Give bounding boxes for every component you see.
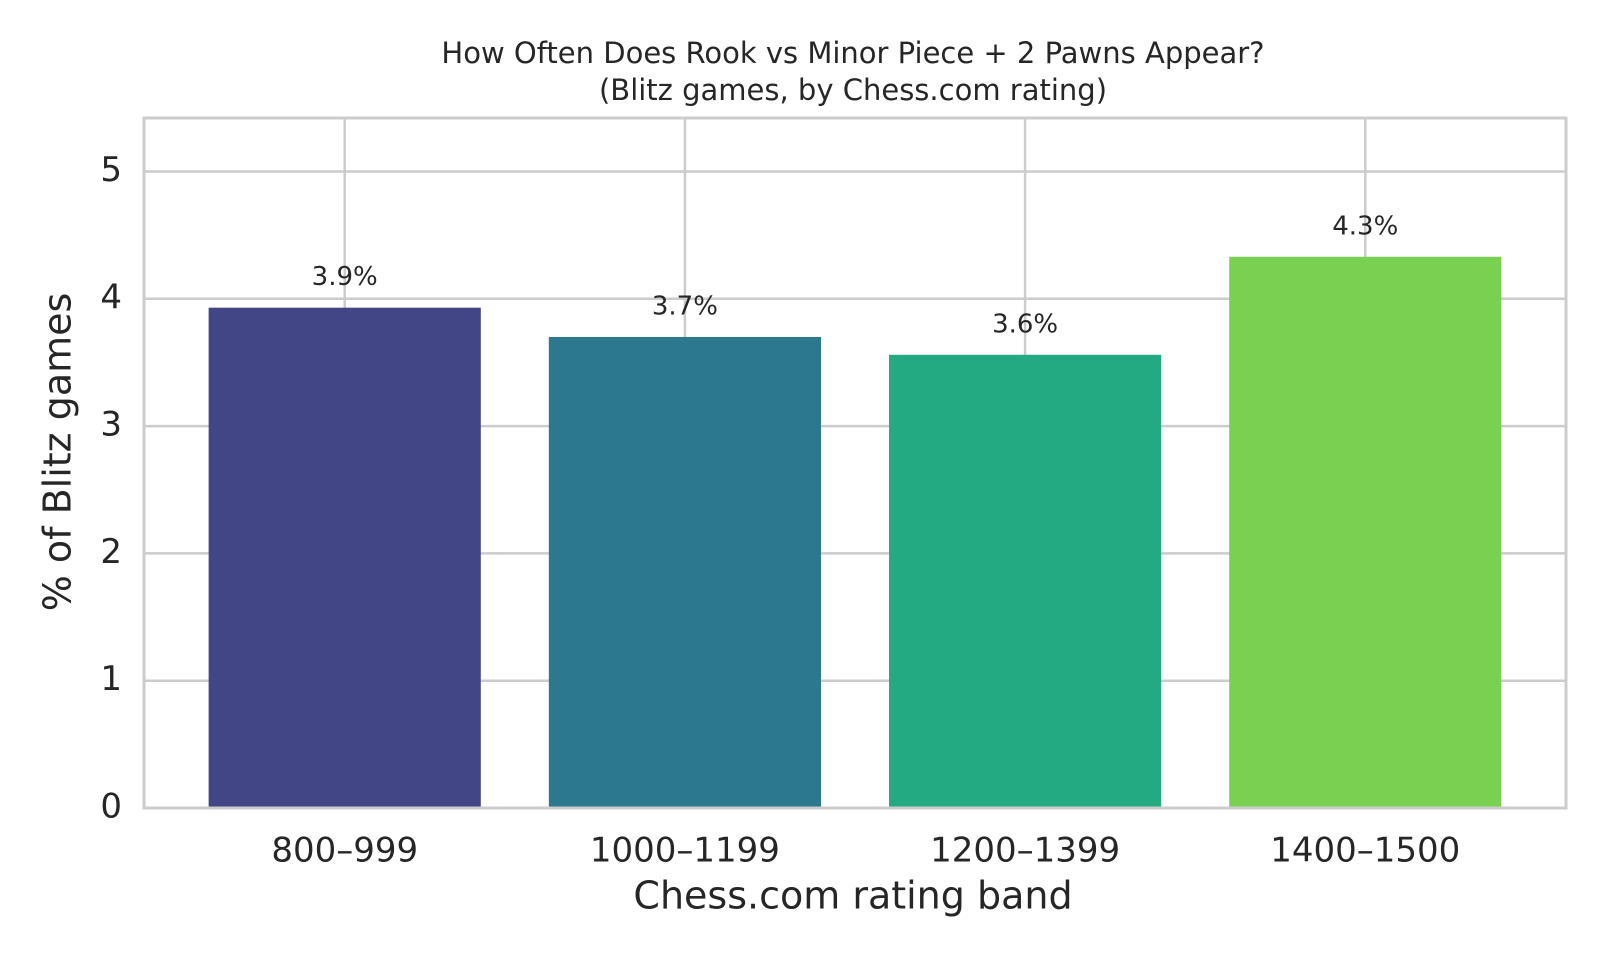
y-tick-label: 3 — [100, 405, 122, 445]
bar — [208, 307, 481, 808]
y-tick-label: 5 — [100, 150, 122, 190]
value-label: 3.6% — [992, 309, 1058, 339]
x-tick-label: 1000–1199 — [590, 831, 780, 871]
x-tick-label: 800–999 — [271, 831, 418, 871]
chart-title: How Often Does Rook vs Minor Piece + 2 P… — [441, 36, 1264, 70]
y-tick-label: 0 — [100, 787, 122, 827]
bar — [889, 354, 1162, 808]
bar — [1229, 256, 1502, 809]
value-label: 4.3% — [1332, 211, 1398, 241]
x-tick-label: 1400–1500 — [1270, 831, 1460, 871]
bar — [548, 336, 821, 808]
y-axis-label: % of Blitz games — [36, 293, 80, 612]
plot-frame — [142, 116, 1568, 810]
y-tick-label: 4 — [100, 277, 122, 317]
value-label: 3.9% — [312, 262, 378, 292]
y-tick-label: 1 — [100, 659, 122, 699]
x-axis-label: Chess.com rating band — [633, 874, 1072, 918]
y-tick-label: 2 — [100, 532, 122, 572]
value-label: 3.7% — [652, 291, 718, 321]
x-tick-label: 1200–1399 — [930, 831, 1120, 871]
chart-subtitle: (Blitz games, by Chess.com rating) — [599, 73, 1107, 107]
